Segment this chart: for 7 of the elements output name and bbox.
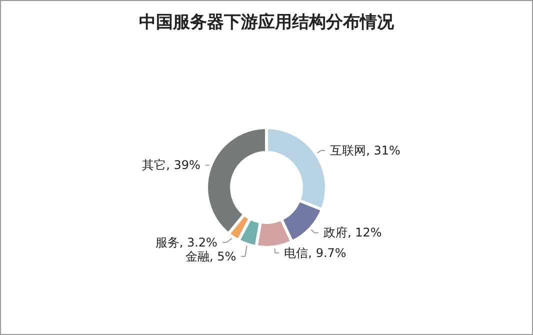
slice-label: 金融, 5% <box>185 249 236 264</box>
chart-title: 中国服务器下游应用结构分布情况 <box>139 12 395 32</box>
slice-label: 电信, 9.7% <box>284 246 346 260</box>
slice-label: 服务, 3.2% <box>155 235 218 250</box>
slice-label: 互联网, 31% <box>330 143 400 158</box>
slice-label: 其它, 39% <box>142 158 200 172</box>
slice-label: 政府, 12% <box>323 226 382 240</box>
